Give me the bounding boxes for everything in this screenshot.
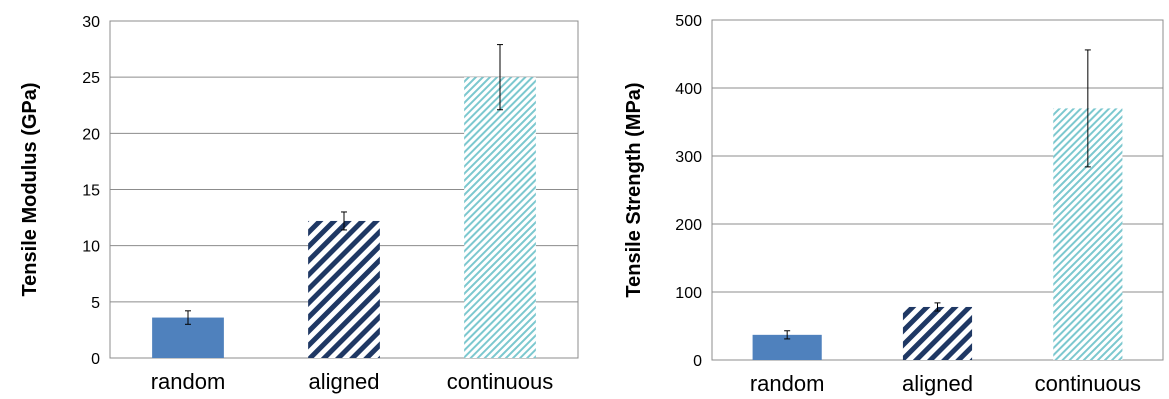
category-label: random [151,369,226,394]
y-tick-label: 400 [675,81,702,98]
y-tick-label: 30 [82,14,100,31]
y-axis-label: Tensile Modulus (GPa) [19,82,41,296]
category-label: continuous [447,369,553,394]
y-tick-label: 10 [82,239,100,256]
y-tick-label: 15 [82,183,100,200]
category-label: aligned [902,371,973,396]
y-tick-label: 25 [82,70,100,87]
y-tick-label: 300 [675,149,702,166]
y-axis-label: Tensile Strength (MPa) [623,82,645,297]
category-label: continuous [1035,371,1141,396]
category-label: aligned [309,369,380,394]
y-tick-label: 200 [675,217,702,234]
y-tick-label: 0 [693,353,702,370]
y-tick-label: 500 [675,13,702,30]
bar-aligned [902,306,973,360]
y-tick-label: 100 [675,285,702,302]
chart-2: 0 100 200 300 400 500 random aligned continuous T… [623,13,1164,396]
bar-continuous [464,77,536,359]
category-label: random [750,371,825,396]
y-tick-label: 5 [91,295,100,312]
chart-1: 0 5 10 15 20 25 30 random aligned continuous Tensi… [19,14,579,394]
y-tick-label: 20 [82,126,100,143]
y-tick-label: 0 [91,351,100,368]
bar-aligned [308,220,380,358]
